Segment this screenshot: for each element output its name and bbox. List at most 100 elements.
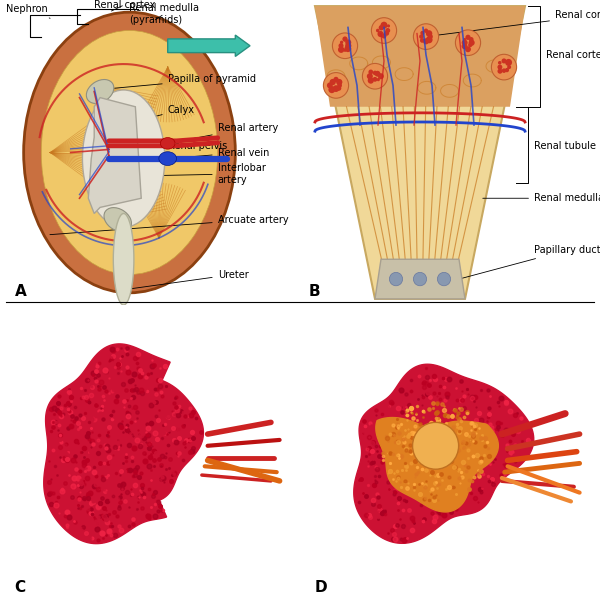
Circle shape (332, 85, 340, 92)
Circle shape (377, 78, 380, 81)
Circle shape (362, 63, 388, 89)
Circle shape (332, 33, 358, 59)
Text: A: A (15, 284, 26, 299)
Circle shape (491, 54, 517, 80)
Circle shape (380, 22, 388, 29)
Ellipse shape (96, 173, 122, 193)
Text: C: C (14, 580, 26, 595)
Text: Renal pelvis: Renal pelvis (103, 142, 227, 164)
Circle shape (345, 40, 351, 46)
Polygon shape (375, 259, 465, 299)
Circle shape (382, 34, 386, 38)
Circle shape (437, 272, 451, 285)
Circle shape (387, 24, 390, 27)
Circle shape (502, 68, 506, 73)
Circle shape (327, 82, 333, 88)
Text: Arcuate artery: Arcuate artery (50, 215, 289, 235)
Circle shape (371, 18, 397, 43)
Text: B: B (309, 284, 320, 299)
Circle shape (376, 29, 380, 32)
Ellipse shape (104, 207, 131, 232)
Circle shape (337, 86, 341, 91)
Text: D: D (314, 580, 327, 595)
Circle shape (340, 41, 343, 44)
Circle shape (385, 28, 390, 33)
Circle shape (328, 86, 335, 93)
Text: Renal medulla: Renal medulla (483, 193, 600, 203)
Text: Renal medulla
(pyramids): Renal medulla (pyramids) (130, 3, 199, 24)
Circle shape (367, 73, 373, 79)
Circle shape (421, 31, 425, 35)
Text: Nephron: Nephron (6, 4, 50, 18)
Ellipse shape (159, 152, 176, 165)
Polygon shape (376, 417, 499, 512)
Circle shape (336, 79, 343, 85)
Polygon shape (315, 6, 525, 107)
Circle shape (466, 35, 470, 40)
Circle shape (413, 272, 427, 285)
Text: Papillary duct: Papillary duct (461, 245, 600, 278)
Circle shape (469, 37, 473, 42)
Circle shape (497, 65, 502, 70)
Circle shape (469, 40, 475, 46)
Text: Renal cortex: Renal cortex (94, 0, 155, 11)
Text: Renal vein: Renal vein (170, 148, 269, 159)
Circle shape (497, 68, 503, 74)
Circle shape (389, 272, 403, 285)
Circle shape (377, 31, 383, 37)
Circle shape (507, 65, 511, 69)
Circle shape (384, 30, 389, 36)
Polygon shape (44, 344, 203, 544)
Polygon shape (315, 6, 525, 299)
Circle shape (379, 25, 384, 30)
Circle shape (413, 24, 439, 49)
Ellipse shape (86, 79, 114, 104)
Ellipse shape (23, 12, 235, 293)
Circle shape (505, 68, 509, 72)
Ellipse shape (113, 214, 134, 305)
Text: Renal tubule: Renal tubule (534, 142, 596, 151)
Circle shape (329, 79, 336, 85)
Circle shape (461, 40, 467, 46)
Circle shape (368, 77, 374, 84)
Ellipse shape (82, 90, 165, 228)
Circle shape (426, 30, 433, 37)
Circle shape (368, 70, 373, 74)
Text: Renal corpuscle: Renal corpuscle (429, 10, 600, 36)
Circle shape (373, 77, 377, 82)
Circle shape (373, 71, 377, 75)
Text: Renal cortex: Renal cortex (546, 50, 600, 60)
Circle shape (419, 34, 424, 39)
Circle shape (468, 43, 472, 47)
Circle shape (424, 29, 428, 33)
Text: Calyx: Calyx (112, 105, 195, 127)
Circle shape (323, 73, 349, 98)
FancyArrow shape (168, 35, 250, 56)
Circle shape (374, 71, 380, 77)
Circle shape (461, 43, 467, 49)
Circle shape (338, 43, 344, 48)
Circle shape (463, 38, 466, 41)
Circle shape (378, 73, 384, 79)
Circle shape (413, 422, 458, 469)
Circle shape (426, 37, 433, 43)
Circle shape (428, 34, 433, 39)
Circle shape (338, 46, 344, 53)
Circle shape (423, 38, 429, 45)
Ellipse shape (160, 138, 175, 149)
Circle shape (498, 61, 502, 65)
Circle shape (334, 77, 338, 82)
Text: Papilla of pyramid: Papilla of pyramid (115, 74, 256, 88)
Text: Ureter: Ureter (127, 270, 248, 289)
Circle shape (420, 38, 424, 43)
Text: Renal artery: Renal artery (170, 123, 278, 143)
Circle shape (465, 46, 471, 52)
Circle shape (337, 83, 342, 88)
Ellipse shape (96, 118, 122, 138)
Circle shape (505, 59, 512, 66)
Polygon shape (354, 364, 534, 544)
Circle shape (344, 45, 351, 52)
Ellipse shape (41, 30, 218, 274)
Circle shape (343, 49, 347, 52)
Circle shape (345, 43, 352, 49)
